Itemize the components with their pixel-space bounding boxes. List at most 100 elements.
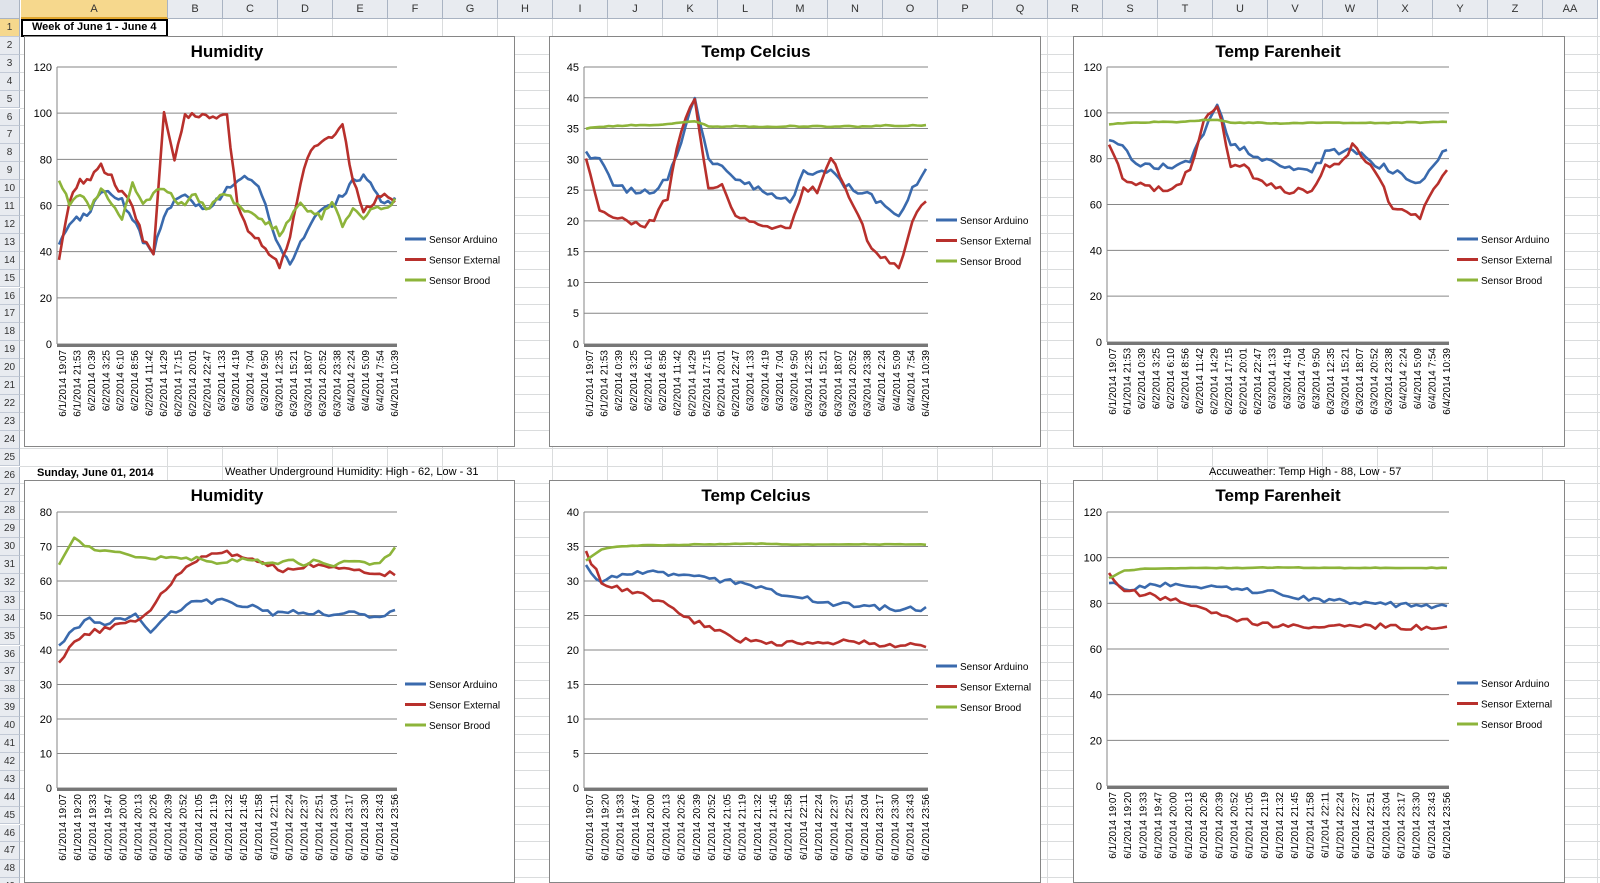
chart-c4[interactable]: Humidity 0 10 20 30 40 50 60 70 80 6/1/2014 19:07 6… — [24, 480, 515, 883]
column-header-p[interactable]: P — [938, 0, 993, 19]
row-header-46[interactable]: 46 — [0, 824, 20, 843]
row-header-26[interactable]: 26 — [0, 466, 20, 485]
cell-a1[interactable]: Week of June 1 - June 4 — [32, 21, 157, 33]
legend-label-external: Sensor External — [429, 256, 500, 267]
column-header-f[interactable]: F — [388, 0, 443, 19]
column-header-q[interactable]: Q — [993, 0, 1048, 19]
row-header-15[interactable]: 15 — [0, 269, 20, 288]
row-header-24[interactable]: 24 — [0, 430, 20, 449]
row-header-11[interactable]: 11 — [0, 198, 20, 216]
row-header-18[interactable]: 18 — [0, 323, 20, 342]
row-header-10[interactable]: 10 — [0, 180, 20, 198]
gridline-vertical — [937, 19, 938, 883]
row-header-9[interactable]: 9 — [0, 162, 20, 181]
column-header-n[interactable]: N — [828, 0, 883, 19]
column-header-m[interactable]: M — [773, 0, 828, 19]
row-header-48[interactable]: 48 — [0, 860, 20, 879]
chart-c6[interactable]: Temp Farenheit 0 20 40 60 80 100 120 6/1/2014 19… — [1073, 480, 1565, 883]
column-header-t[interactable]: T — [1158, 0, 1213, 19]
row-header-32[interactable]: 32 — [0, 573, 20, 592]
row-header-47[interactable]: 47 — [0, 842, 20, 861]
y-tick-label: 60 — [1090, 200, 1102, 212]
column-header-a[interactable]: A — [21, 0, 168, 19]
column-header-b[interactable]: B — [168, 0, 223, 19]
y-tick-label: 40 — [567, 507, 579, 519]
row-header-41[interactable]: 41 — [0, 735, 20, 753]
row-header-30[interactable]: 30 — [0, 538, 20, 556]
chart-c1[interactable]: Humidity 0 20 40 60 80 100 120 6/1/2014 19:07 6/1… — [24, 36, 515, 447]
cell-c27[interactable]: Weather Underground Humidity: High - 62,… — [225, 466, 479, 478]
column-header-j[interactable]: J — [608, 0, 663, 19]
column-header-o[interactable]: O — [883, 0, 938, 19]
column-header-k[interactable]: K — [663, 0, 718, 19]
row-header-28[interactable]: 28 — [0, 502, 20, 521]
x-tick-label: 6/4/2014 7:54 — [906, 350, 917, 412]
x-axis — [1107, 342, 1449, 345]
column-header-g[interactable]: G — [443, 0, 498, 19]
x-tick-label: 6/3/2014 7:04 — [775, 350, 786, 412]
row-header-44[interactable]: 44 — [0, 788, 20, 807]
row-header-49[interactable]: 49 — [0, 878, 20, 883]
row-header-12[interactable]: 12 — [0, 215, 20, 234]
x-tick-label: 6/3/2014 15:21 — [289, 350, 300, 417]
row-header-37[interactable]: 37 — [0, 663, 20, 682]
row-header-7[interactable]: 7 — [0, 126, 20, 145]
x-tick-label: 6/1/2014 21:32 — [753, 794, 764, 861]
chart-c2[interactable]: Temp Celcius 0 5 10 15 20 25 30 35 40 45 6/1/2014 1… — [549, 36, 1041, 447]
x-tick-label: 6/1/2014 19:33 — [88, 794, 99, 861]
row-header-5[interactable]: 5 — [0, 90, 20, 109]
row-header-31[interactable]: 31 — [0, 556, 20, 574]
chart-c3[interactable]: Temp Farenheit 0 20 40 60 80 100 120 6/1/2014 19… — [1073, 36, 1565, 447]
cell-a27[interactable]: Sunday, June 01, 2014 — [37, 467, 154, 479]
column-header-v[interactable]: V — [1268, 0, 1323, 19]
column-header-e[interactable]: E — [333, 0, 388, 19]
x-tick-label: 6/1/2014 20:52 — [707, 794, 718, 861]
column-header-y[interactable]: Y — [1433, 0, 1488, 19]
row-header-45[interactable]: 45 — [0, 806, 20, 825]
row-header-16[interactable]: 16 — [0, 287, 20, 306]
row-header-35[interactable]: 35 — [0, 627, 20, 646]
row-header-42[interactable]: 42 — [0, 752, 20, 771]
column-header-h[interactable]: H — [498, 0, 553, 19]
column-header-d[interactable]: D — [278, 0, 333, 19]
row-header-3[interactable]: 3 — [0, 54, 20, 73]
column-header-w[interactable]: W — [1323, 0, 1378, 19]
column-header-r[interactable]: R — [1048, 0, 1103, 19]
chart-c5[interactable]: Temp Celcius 0 5 10 15 20 25 30 35 40 6/1/2014 19:… — [549, 480, 1041, 883]
row-header-25[interactable]: 25 — [0, 448, 20, 467]
cell-t27[interactable]: Accuweather: Temp High - 88, Low - 57 — [1209, 466, 1402, 478]
column-header-u[interactable]: U — [1213, 0, 1268, 19]
row-header-4[interactable]: 4 — [0, 72, 20, 91]
column-header-z[interactable]: Z — [1488, 0, 1543, 19]
row-header-34[interactable]: 34 — [0, 609, 20, 628]
row-header-36[interactable]: 36 — [0, 645, 20, 664]
column-header-x[interactable]: X — [1378, 0, 1433, 19]
row-header-2[interactable]: 2 — [0, 36, 20, 55]
column-header-c[interactable]: C — [223, 0, 278, 19]
row-header-40[interactable]: 40 — [0, 717, 20, 735]
row-header-19[interactable]: 19 — [0, 341, 20, 360]
row-header-27[interactable]: 27 — [0, 484, 20, 503]
column-header-l[interactable]: L — [718, 0, 773, 19]
row-header-20[interactable]: 20 — [0, 359, 20, 377]
gridline-vertical — [662, 19, 663, 883]
row-header-13[interactable]: 13 — [0, 233, 20, 252]
row-header-1[interactable]: 1 — [0, 19, 20, 37]
column-header-i[interactable]: I — [553, 0, 608, 19]
row-header-38[interactable]: 38 — [0, 681, 20, 700]
column-header-s[interactable]: S — [1103, 0, 1158, 19]
row-header-8[interactable]: 8 — [0, 144, 20, 163]
column-header-aa[interactable]: AA — [1543, 0, 1598, 19]
row-header-22[interactable]: 22 — [0, 394, 20, 413]
select-all-corner[interactable] — [0, 0, 20, 19]
row-header-23[interactable]: 23 — [0, 412, 20, 431]
row-header-21[interactable]: 21 — [0, 377, 20, 395]
row-header-29[interactable]: 29 — [0, 520, 20, 539]
row-header-43[interactable]: 43 — [0, 770, 20, 789]
x-tick-label: 6/2/2014 20:01 — [188, 350, 199, 417]
row-header-39[interactable]: 39 — [0, 699, 20, 718]
row-header-33[interactable]: 33 — [0, 591, 20, 610]
row-header-6[interactable]: 6 — [0, 108, 20, 127]
row-header-17[interactable]: 17 — [0, 305, 20, 324]
row-header-14[interactable]: 14 — [0, 251, 20, 270]
